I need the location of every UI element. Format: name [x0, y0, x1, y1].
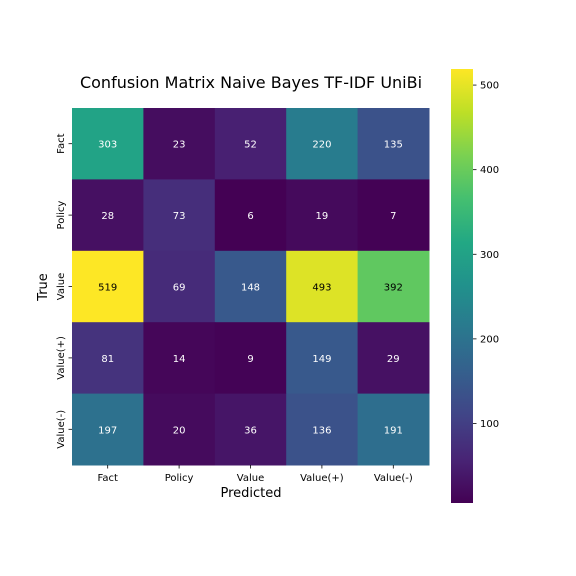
- cell-value-label: 136: [312, 425, 331, 436]
- colorbar-tick-label: 400: [480, 165, 499, 176]
- y-tick-label: Value(+): [56, 336, 67, 380]
- cell-value-label: 69: [173, 283, 186, 294]
- colorbar: [451, 69, 473, 503]
- cell-value-label: 191: [384, 425, 403, 436]
- heatmap-cell: [143, 108, 216, 180]
- cell-value-label: 81: [101, 354, 114, 365]
- cell-value-label: 6: [247, 211, 253, 222]
- cell-value-label: 493: [312, 283, 331, 294]
- heatmap-cell: [357, 108, 430, 180]
- heatmap-cell: [286, 108, 359, 180]
- heatmap-cell: [357, 179, 430, 252]
- cell-value-label: 19: [316, 211, 329, 222]
- colorbar-tick-label: 300: [480, 250, 499, 261]
- cell-value-label: 7: [390, 211, 396, 222]
- cell-value-label: 29: [387, 354, 400, 365]
- heatmap-cell: [72, 322, 144, 395]
- y-axis-ticks: Fact Policy Value Value(+) Value(-): [56, 133, 72, 449]
- colorbar-ticks: 100 200 300 400 500: [473, 81, 499, 430]
- heatmap-cell: [357, 393, 430, 466]
- x-tick-label: Value(-): [374, 473, 413, 484]
- cell-value-label: 519: [98, 283, 117, 294]
- heatmap-cell: [286, 393, 359, 466]
- cell-value-label: 52: [244, 140, 257, 151]
- x-axis-label: Predicted: [220, 486, 281, 501]
- heatmap-cell: [286, 322, 359, 395]
- heatmap-cell: [214, 179, 287, 252]
- cell-value-label: 135: [384, 140, 403, 151]
- x-axis-ticks: Fact Policy Value Value(+) Value(-): [98, 465, 413, 484]
- cell-value-label: 220: [312, 140, 331, 151]
- cell-value-label: 36: [244, 425, 257, 436]
- y-axis-label: True: [36, 273, 51, 302]
- heatmap-cell: [143, 322, 216, 395]
- y-tick-label: Value(-): [56, 410, 67, 449]
- heatmap-cell: [286, 179, 359, 252]
- heatmap-cell: [357, 322, 430, 395]
- colorbar-tick-label: 500: [480, 81, 499, 92]
- heatmap-cell: [143, 179, 216, 252]
- cell-value-label: 303: [98, 140, 117, 151]
- x-tick-label: Value(+): [300, 473, 344, 484]
- heatmap-cell: [72, 393, 144, 466]
- colorbar-tick-label: 100: [480, 419, 499, 430]
- heatmap-cell: [143, 393, 216, 466]
- x-tick-label: Fact: [98, 473, 118, 484]
- cell-value-label: 14: [173, 354, 186, 365]
- heatmap-cell: [72, 250, 144, 323]
- heatmap-cell: [214, 393, 287, 466]
- y-tick-label: Policy: [56, 201, 67, 230]
- heatmap-cell: [214, 108, 287, 180]
- heatmap-cell: [286, 250, 359, 323]
- cell-value-label: 148: [241, 283, 260, 294]
- heatmap-cell: [72, 179, 144, 252]
- chart-title: Confusion Matrix Naive Bayes TF-IDF UniB…: [80, 73, 422, 92]
- heatmap-cell: [214, 322, 287, 395]
- colorbar-tick-label: 200: [480, 334, 499, 345]
- heatmap-cell: [72, 108, 144, 180]
- x-tick-label: Value: [237, 473, 264, 484]
- cell-value-label: 197: [98, 425, 117, 436]
- cell-value-label: 20: [173, 425, 186, 436]
- heatmap-cell: [214, 250, 287, 323]
- cell-value-label: 149: [312, 354, 331, 365]
- cell-value-label: 23: [173, 140, 186, 151]
- heatmap-cell: [357, 250, 430, 323]
- heatmap-cell: [143, 250, 216, 323]
- x-tick-label: Policy: [165, 473, 194, 484]
- cell-value-label: 73: [173, 211, 186, 222]
- y-tick-label: Fact: [56, 133, 67, 153]
- cell-value-label: 9: [247, 354, 253, 365]
- cell-value-label: 392: [384, 283, 403, 294]
- cell-value-label: 28: [101, 211, 114, 222]
- heatmap-cells: [72, 108, 430, 466]
- y-tick-label: Value: [56, 273, 67, 300]
